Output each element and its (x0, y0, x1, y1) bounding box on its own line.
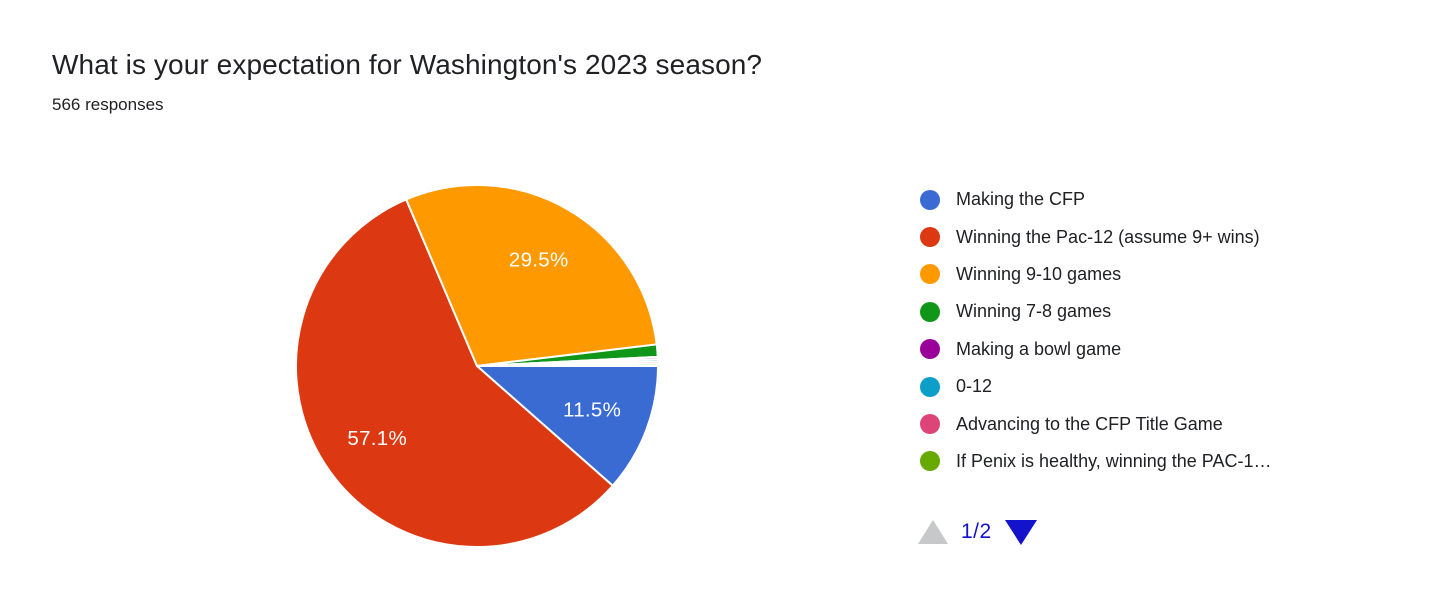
legend-item: Making the CFP (920, 181, 1400, 218)
pie-slice-label: 29.5% (509, 249, 569, 272)
legend-item-label: Making the CFP (956, 189, 1086, 210)
pie-slice (404, 184, 658, 368)
pie-slice (295, 198, 615, 548)
previous-page-icon[interactable] (918, 520, 948, 544)
next-page-icon[interactable] (1004, 519, 1037, 545)
legend-item-label: Winning 9-10 games (956, 263, 1122, 284)
legend-color-dot (920, 376, 940, 397)
legend-color-dot (920, 227, 940, 248)
legend-item-label: Winning 7-8 games (956, 301, 1112, 322)
page-indicator: 1/2 (961, 520, 992, 543)
chart-header: What is your expectation for Washington'… (52, 48, 762, 115)
legend-item: Advancing to the CFP Title Game (920, 405, 1400, 442)
legend-color-dot (920, 301, 940, 322)
pie-slice (474, 365, 660, 488)
legend-pagination: 1/2 (918, 514, 1037, 550)
pie-slice-label: 11.5% (563, 399, 621, 422)
legend-item-label: If Penix is healthy, winning the PAC-1… (956, 450, 1272, 471)
legend-color-dot (920, 451, 940, 472)
legend-item-label: Winning the Pac-12 (assume 9+ wins) (956, 226, 1260, 247)
legend-item: 0-12 (920, 368, 1400, 405)
legend-item: If Penix is healthy, winning the PAC-1… (920, 443, 1400, 480)
legend-color-dot (920, 339, 940, 360)
legend-item: Making a bowl game (920, 331, 1400, 368)
legend-item: Winning 9-10 games (920, 256, 1400, 293)
legend: Making the CFP Winning the Pac-12 (assume… (920, 181, 1400, 480)
response-count: 566 responses (52, 94, 164, 114)
legend-color-dot (920, 414, 940, 435)
chart-question-title: What is your expectation for Washington'… (52, 49, 763, 80)
legend-item-label: 0-12 (956, 376, 993, 397)
legend-item-label: Making a bowl game (956, 338, 1122, 359)
legend-color-dot (920, 189, 940, 210)
pie-chart: 11.5% 57.1% 29.5% (295, 184, 660, 548)
legend-item-label: Advancing to the CFP Title Game (956, 413, 1223, 434)
legend-item: Winning the Pac-12 (assume 9+ wins) (920, 218, 1400, 255)
pie-slice (476, 362, 660, 367)
pie-slice-label: 57.1% (347, 427, 407, 450)
legend-color-dot (920, 264, 940, 285)
legend-item: Winning 7-8 games (920, 293, 1400, 330)
